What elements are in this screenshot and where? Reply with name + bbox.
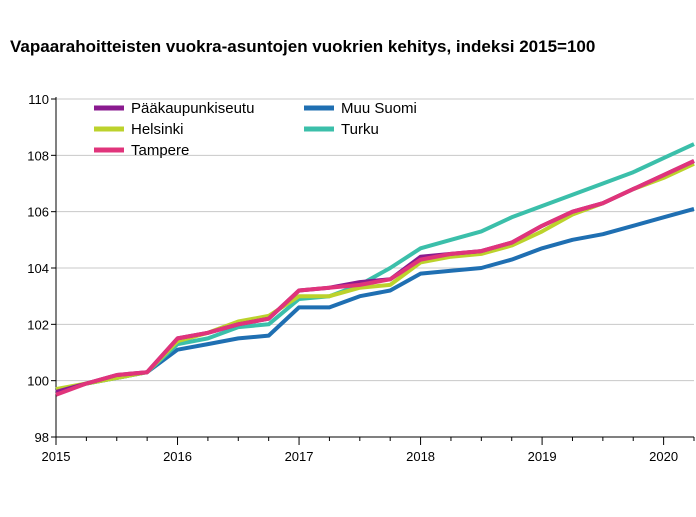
legend: Pääkaupunkiseutu Muu Suomi Helsinki Turku Ta… (94, 100, 417, 159)
x-tick-labels: 2015 2016 2017 2018 2019 2020 (42, 449, 679, 464)
y-tick-label: 104 (27, 261, 49, 276)
y-tick-label: 100 (27, 374, 49, 389)
gridlines (56, 98, 694, 382)
legend-label: Muu Suomi (341, 100, 417, 117)
chart-title: Vapaarahoitteisten vuokra-asuntojen vuok… (10, 37, 596, 56)
legend-label: Helsinki (131, 121, 184, 138)
x-tick-label: 2017 (285, 449, 314, 464)
y-tick-label: 108 (27, 148, 49, 163)
x-tick-label: 2020 (649, 449, 678, 464)
series-lines (55, 142, 695, 397)
legend-label: Pääkaupunkiseutu (131, 100, 254, 117)
y-tick-label: 98 (35, 430, 49, 445)
series-line-tampere (55, 159, 695, 397)
x-tick-label: 2018 (406, 449, 435, 464)
x-tick-label: 2019 (528, 449, 557, 464)
y-tick-label: 102 (27, 317, 49, 332)
y-tick-labels: 98 100 102 104 106 108 110 (27, 92, 49, 445)
x-tick-label: 2015 (42, 449, 71, 464)
series-line-muu-suomi (55, 206, 695, 394)
y-tick-label: 110 (28, 92, 49, 107)
legend-label: Tampere (131, 142, 189, 159)
axes (51, 97, 695, 445)
legend-label: Turku (341, 121, 379, 138)
x-tick-label: 2016 (163, 449, 192, 464)
y-tick-label: 106 (27, 205, 49, 220)
